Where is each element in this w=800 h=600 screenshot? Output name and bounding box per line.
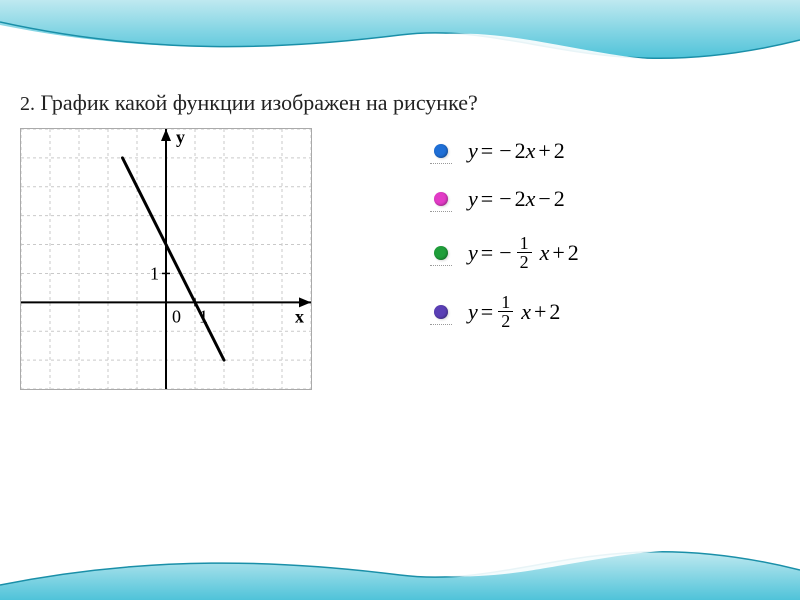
question-number: 2. [20, 93, 35, 115]
slide: 2. График какой функции изображен на рис… [0, 0, 800, 600]
option-bullet [432, 244, 450, 262]
chart-svg: yx011 [21, 129, 311, 389]
option-bullet [432, 142, 450, 160]
svg-text:0: 0 [172, 307, 181, 327]
answer-options: y = − 2x + 2 y = − 2x − 2 y = − 12 x + 2 y … [432, 138, 579, 352]
option-formula: y = − 12 x + 2 [468, 234, 579, 271]
answer-option-4[interactable]: y = 12 x + 2 [432, 293, 579, 330]
answer-option-1[interactable]: y = − 2x + 2 [432, 138, 579, 164]
svg-text:1: 1 [150, 264, 159, 284]
function-chart: yx011 [20, 128, 312, 390]
svg-text:x: x [295, 307, 304, 327]
content-area: 2. График какой функции изображен на рис… [20, 90, 780, 390]
svg-text:y: y [176, 129, 185, 147]
answer-option-3[interactable]: y = − 12 x + 2 [432, 234, 579, 271]
option-formula: y = − 2x − 2 [468, 186, 565, 212]
question-text: 2. График какой функции изображен на рис… [20, 90, 780, 116]
content-row: yx011 y = − 2x + 2y = − 2x − 2y = − 12 x… [20, 128, 780, 390]
question-body: График какой функции изображен на рисунк… [41, 90, 478, 115]
answer-option-2[interactable]: y = − 2x − 2 [432, 186, 579, 212]
option-bullet [432, 190, 450, 208]
option-formula: y = 12 x + 2 [468, 293, 560, 330]
option-bullet [432, 303, 450, 321]
option-formula: y = − 2x + 2 [468, 138, 565, 164]
